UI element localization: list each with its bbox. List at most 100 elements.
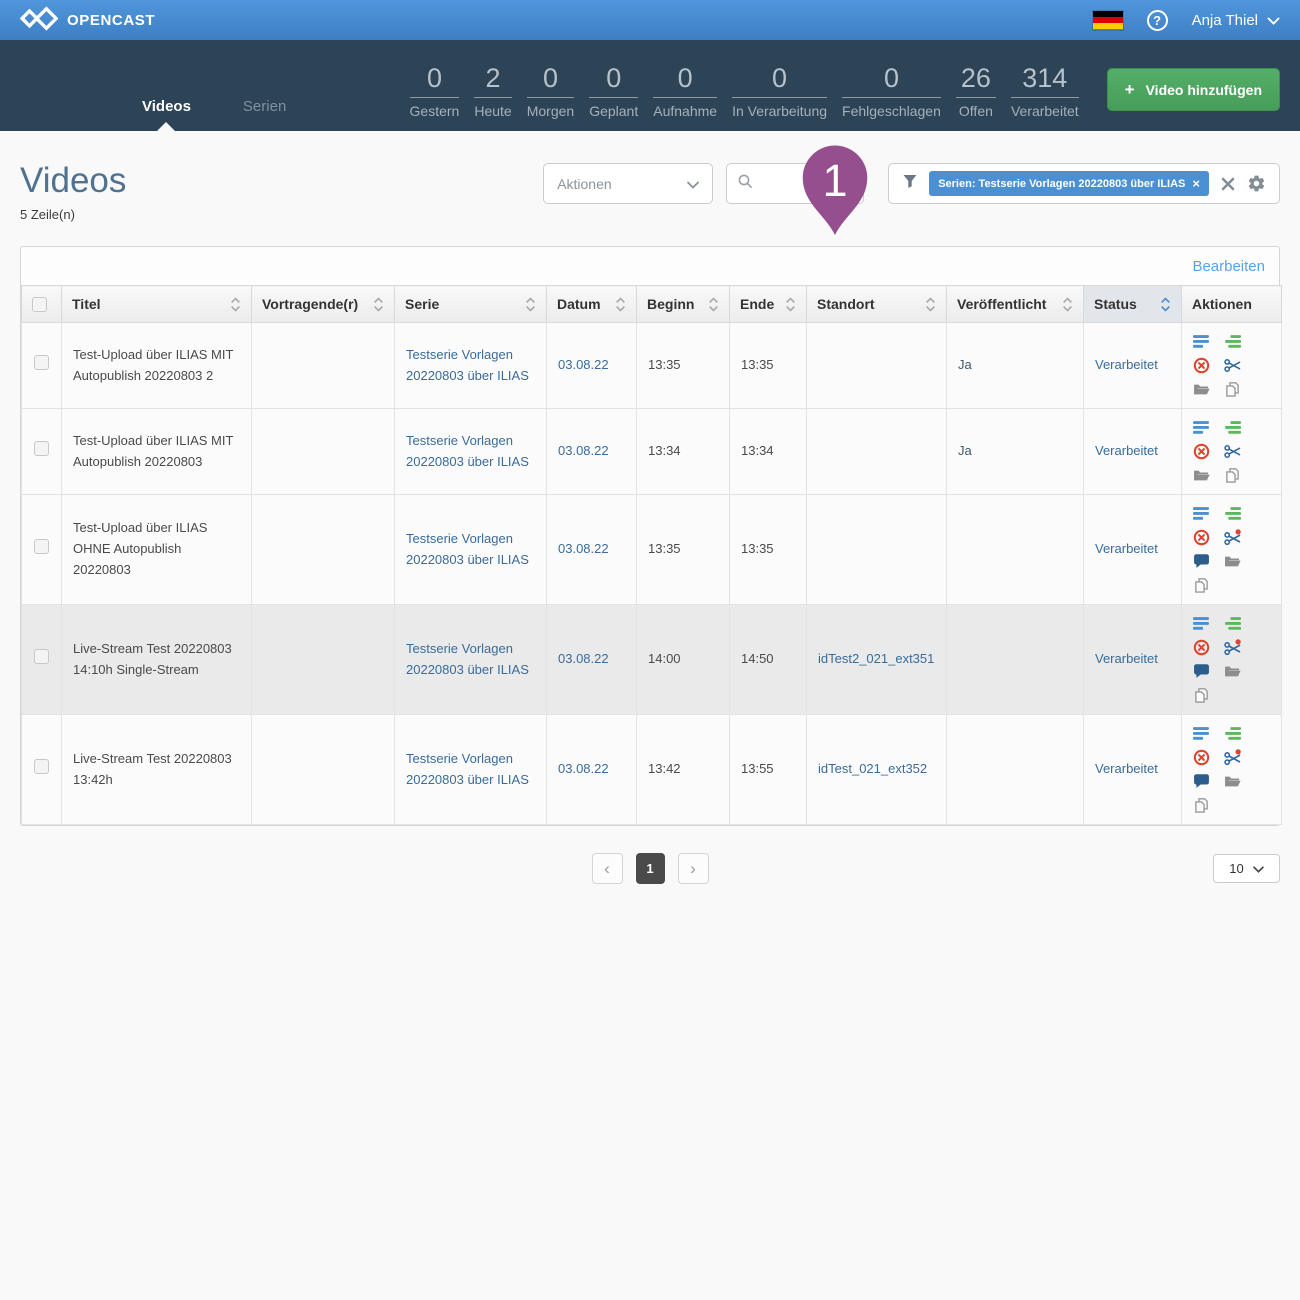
status-link[interactable]: Verarbeitet [1095, 761, 1158, 777]
copy-icon[interactable] [1193, 577, 1210, 594]
location-link[interactable]: idTest_021_ext352 [818, 761, 928, 777]
date-link[interactable]: 03.08.22 [558, 357, 609, 373]
column-header-ende[interactable]: Ende [729, 285, 807, 323]
sort-icon[interactable] [615, 296, 626, 313]
cut-alert-icon[interactable] [1224, 749, 1241, 766]
search-input[interactable] [759, 176, 852, 191]
details-icon[interactable] [1193, 505, 1210, 522]
assets-icon[interactable] [1224, 615, 1241, 632]
clear-filters-icon[interactable] [1220, 176, 1236, 192]
copy-icon[interactable] [1193, 797, 1210, 814]
status-link[interactable]: Verarbeitet [1095, 651, 1158, 667]
select-all-checkbox[interactable] [32, 296, 47, 312]
nav-stat-heute[interactable]: 2 Heute [474, 63, 512, 119]
nav-stat-offen[interactable]: 26 Offen [955, 63, 996, 119]
comments-icon[interactable] [1193, 663, 1210, 680]
cut-icon[interactable] [1224, 443, 1241, 460]
cut-alert-icon[interactable] [1224, 639, 1241, 656]
folder-icon[interactable] [1224, 663, 1241, 680]
row-checkbox[interactable] [34, 354, 49, 370]
sort-icon[interactable] [925, 296, 936, 313]
folder-icon[interactable] [1193, 467, 1210, 484]
tab-videos[interactable]: Videos [142, 98, 191, 115]
status-link[interactable]: Verarbeitet [1095, 541, 1158, 557]
cut-icon[interactable] [1224, 357, 1241, 374]
series-link[interactable]: Testserie Vorlagen 20220803 über ILIAS [406, 640, 529, 677]
sort-icon[interactable] [1160, 296, 1171, 313]
column-header-veröffentlicht[interactable]: Veröffentlicht [946, 285, 1084, 323]
column-header-serie[interactable]: Serie [394, 285, 547, 323]
sort-icon[interactable] [230, 296, 241, 313]
copy-icon[interactable] [1193, 687, 1210, 704]
row-checkbox[interactable] [34, 440, 49, 456]
date-link[interactable]: 03.08.22 [558, 541, 609, 557]
prev-page-button[interactable]: ‹ [591, 853, 623, 884]
folder-icon[interactable] [1224, 773, 1241, 790]
nav-stat-verarbeitet[interactable]: 314 Verarbeitet [1010, 63, 1079, 119]
sort-icon[interactable] [1062, 296, 1073, 313]
current-page-button[interactable]: 1 [635, 853, 665, 884]
series-link[interactable]: Testserie Vorlagen 20220803 über ILIAS [406, 750, 529, 787]
location-link[interactable]: idTest2_021_ext351 [818, 651, 935, 667]
comments-icon[interactable] [1193, 553, 1210, 570]
actions-dropdown[interactable]: Aktionen [543, 163, 714, 204]
series-link[interactable]: Testserie Vorlagen 20220803 über ILIAS [406, 346, 529, 383]
remove-filter-icon[interactable]: × [1192, 176, 1200, 191]
status-link[interactable]: Verarbeitet [1095, 443, 1158, 459]
page-size-select[interactable]: 10 [1213, 854, 1280, 883]
status-link[interactable]: Verarbeitet [1095, 357, 1158, 373]
series-link[interactable]: Testserie Vorlagen 20220803 über ILIAS [406, 530, 529, 567]
assets-icon[interactable] [1224, 333, 1241, 350]
tab-serien[interactable]: Serien [242, 98, 287, 115]
date-link[interactable]: 03.08.22 [558, 651, 609, 667]
folder-icon[interactable] [1224, 553, 1241, 570]
delete-icon[interactable] [1193, 639, 1210, 656]
assets-icon[interactable] [1224, 505, 1241, 522]
series-link[interactable]: Testserie Vorlagen 20220803 über ILIAS [406, 432, 529, 469]
bearbeiten-link[interactable]: Bearbeiten [1192, 257, 1265, 275]
delete-icon[interactable] [1193, 529, 1210, 546]
help-icon[interactable]: ? [1146, 9, 1168, 31]
nav-stat-aufnahme[interactable]: 0 Aufnahme [653, 63, 718, 119]
column-header-datum[interactable]: Datum [546, 285, 637, 323]
nav-stat-geplant[interactable]: 0 Geplant [589, 63, 639, 119]
nav-stat-morgen[interactable]: 0 Morgen [526, 63, 575, 119]
delete-icon[interactable] [1193, 749, 1210, 766]
comments-icon[interactable] [1193, 773, 1210, 790]
next-page-button[interactable]: › [677, 853, 709, 884]
assets-icon[interactable] [1224, 725, 1241, 742]
column-header-standort[interactable]: Standort [806, 285, 947, 323]
nav-stat-in-verarbeitung[interactable]: 0 In Verarbeitung [732, 63, 828, 119]
folder-icon[interactable] [1193, 381, 1210, 398]
active-filter-chip[interactable]: Serien: Testserie Vorlagen 20220803 über… [929, 171, 1209, 196]
language-flag-german[interactable] [1092, 10, 1123, 30]
add-video-button[interactable]: + Video hinzufügen [1106, 68, 1280, 111]
cut-alert-icon[interactable] [1224, 529, 1241, 546]
sort-icon[interactable] [785, 296, 796, 313]
date-link[interactable]: 03.08.22 [558, 443, 609, 459]
sort-icon[interactable] [373, 296, 384, 313]
column-header-beginn[interactable]: Beginn [636, 285, 730, 323]
copy-icon[interactable] [1224, 381, 1241, 398]
user-menu[interactable]: Anja Thiel [1192, 12, 1280, 29]
row-checkbox[interactable] [34, 538, 49, 554]
nav-stat-gestern[interactable]: 0 Gestern [409, 63, 460, 119]
details-icon[interactable] [1193, 333, 1210, 350]
opencast-logo[interactable]: OPENCAST [19, 5, 155, 35]
nav-stat-fehlgeschlagen[interactable]: 0 Fehlgeschlagen [842, 63, 941, 119]
copy-icon[interactable] [1224, 467, 1241, 484]
details-icon[interactable] [1193, 419, 1210, 436]
column-header-status[interactable]: Status [1083, 285, 1182, 323]
sort-icon[interactable] [708, 296, 719, 313]
sort-icon[interactable] [525, 296, 536, 313]
assets-icon[interactable] [1224, 419, 1241, 436]
row-checkbox[interactable] [34, 648, 49, 664]
delete-icon[interactable] [1193, 443, 1210, 460]
filter-settings-gear-icon[interactable] [1247, 174, 1266, 193]
date-link[interactable]: 03.08.22 [558, 761, 609, 777]
delete-icon[interactable] [1193, 357, 1210, 374]
details-icon[interactable] [1193, 615, 1210, 632]
row-checkbox[interactable] [34, 758, 49, 774]
column-header-vortragende-r-[interactable]: Vortragende(r) [251, 285, 395, 323]
details-icon[interactable] [1193, 725, 1210, 742]
